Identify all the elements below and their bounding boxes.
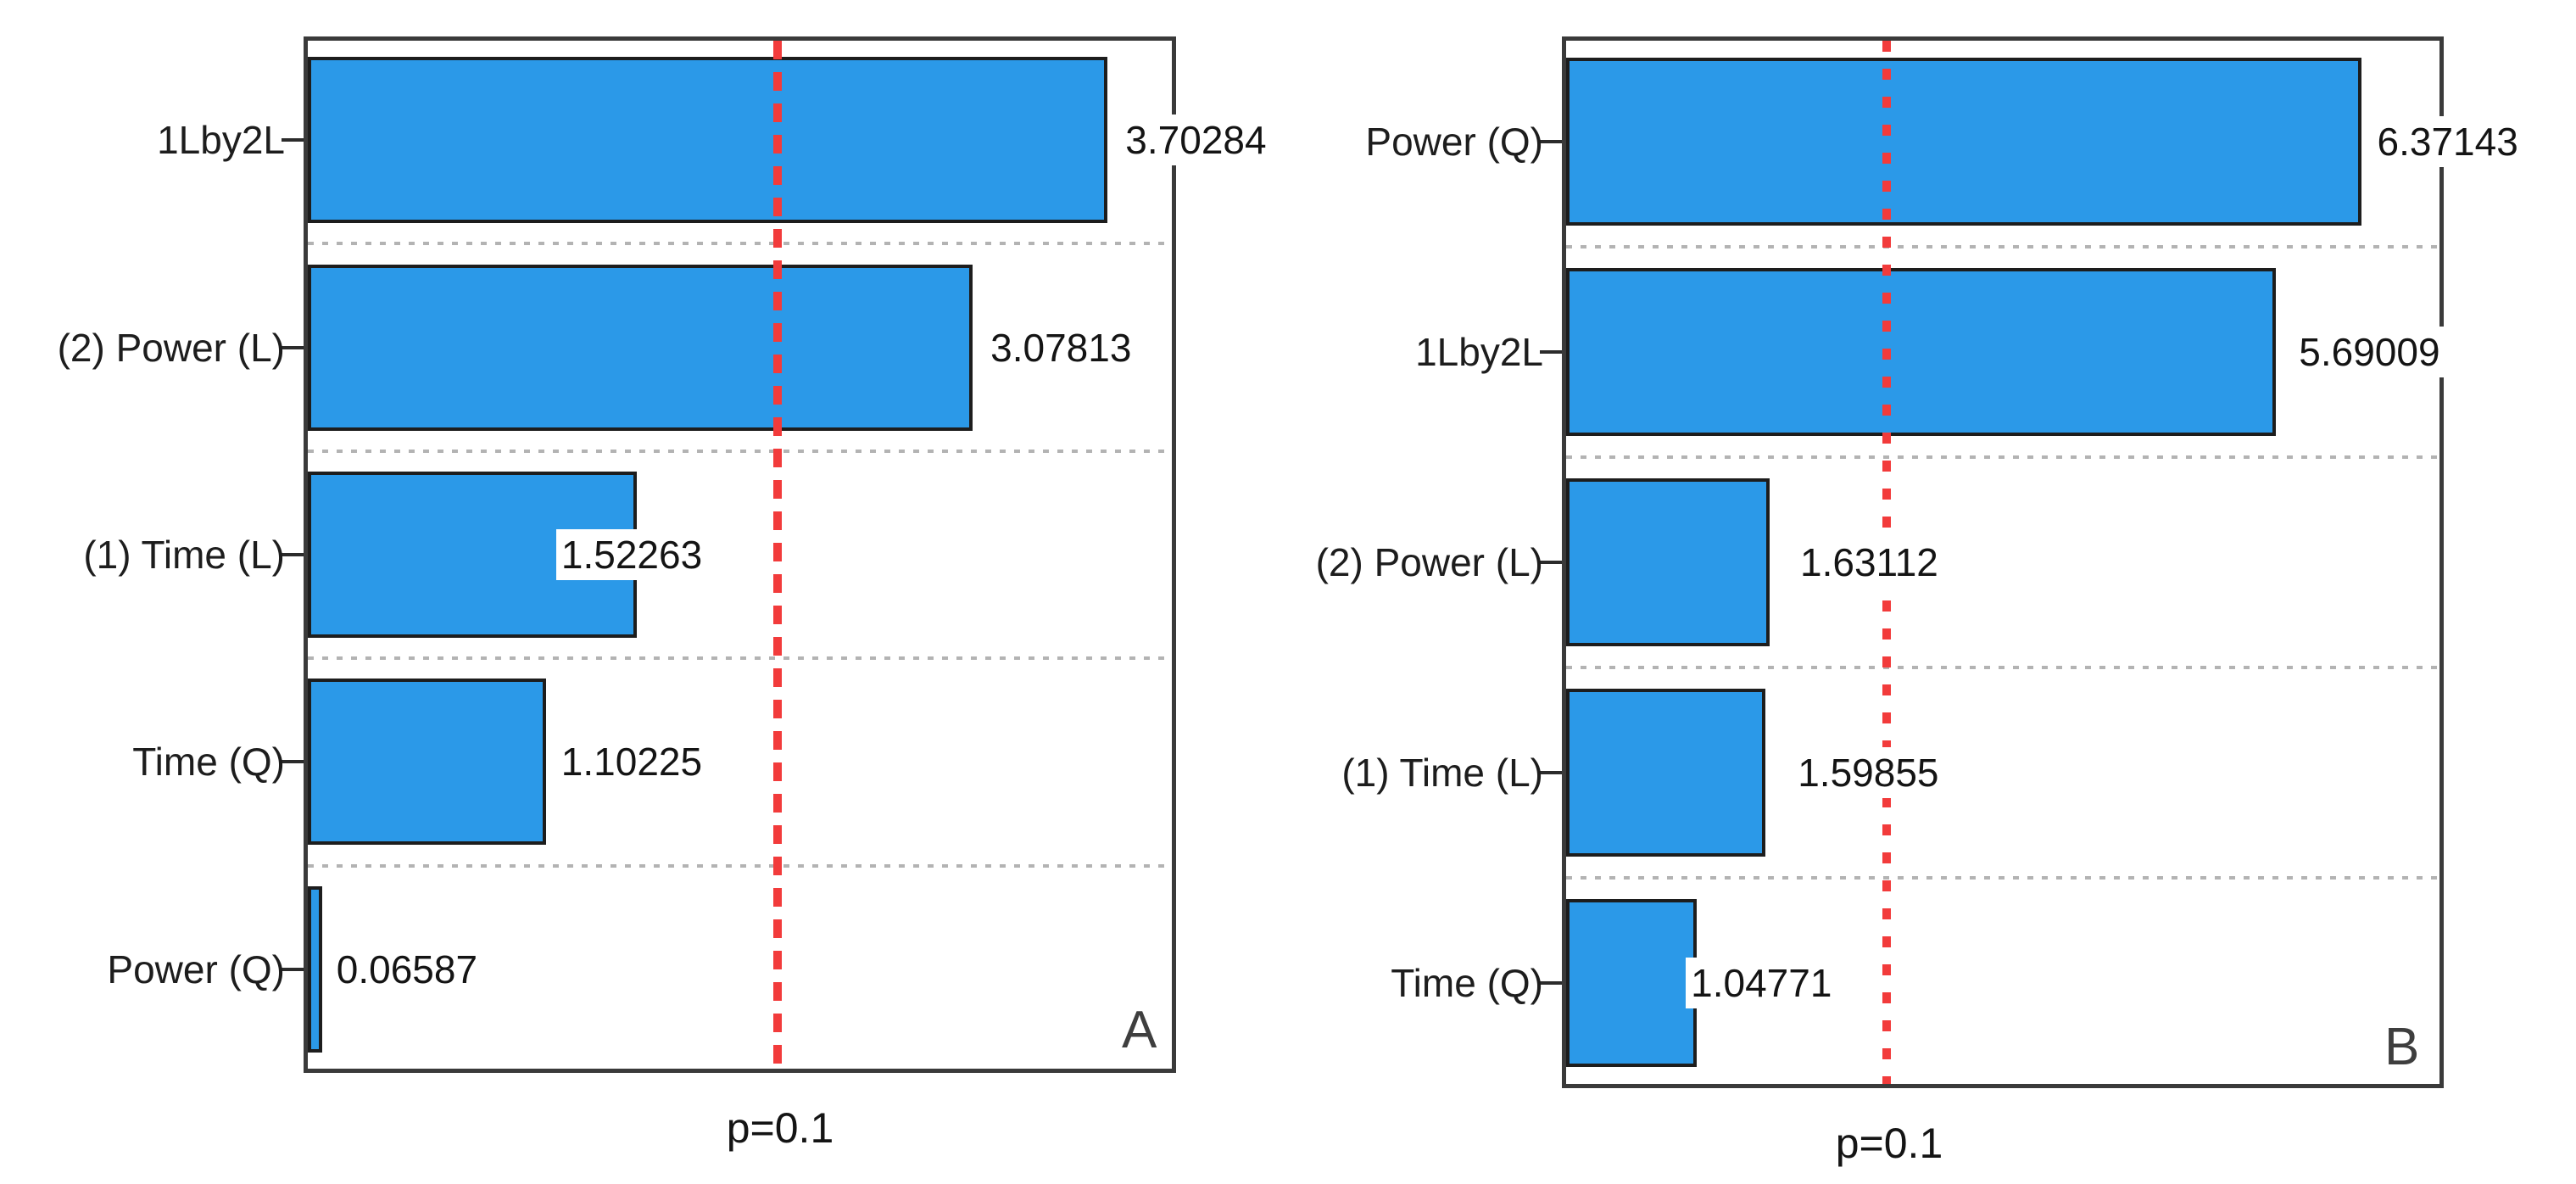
category-label: 1Lby2L [1415,330,1543,374]
panel-letter: B [2384,1018,2420,1076]
axis-tick [282,967,304,971]
grid-line [1566,666,2439,669]
category-label: (2) Power (L) [57,325,285,370]
axis-tick [1540,561,1562,564]
grid-line [308,863,1172,868]
bar-value-label: 5.69009 [2294,327,2445,377]
category-label: Time (Q) [1391,961,1543,1005]
category-label: (1) Time (L) [83,533,285,577]
axis-tick [1540,140,1562,143]
category-label: 1Lby2L [157,118,285,163]
p-value-label: p=0.1 [1835,1120,1943,1167]
bar-value-label: 1.52263 [555,529,708,580]
axis-tick [282,553,304,556]
bar [308,679,546,846]
bar-value-label: 1.10225 [555,736,708,788]
category-label: (1) Time (L) [1341,751,1543,795]
bar [308,57,1108,224]
bar [1566,268,2277,436]
bar-value-label: 1.59855 [1793,747,1944,798]
chart-frame [304,36,1176,1073]
bar [308,885,322,1053]
bar-value-label: 3.70284 [1120,114,1272,166]
bar-value-label: 0.06587 [331,943,483,995]
category-label: Time (Q) [132,740,285,785]
category-label: Power (Q) [1365,120,1543,164]
significance-line [773,41,782,1069]
category-label: Power (Q) [107,947,285,991]
grid-line [308,449,1172,453]
bar [308,264,973,431]
grid-line [308,242,1172,246]
grid-line [1566,876,2439,880]
grid-line [1566,455,2439,459]
category-label: (2) Power (L) [1315,540,1543,584]
axis-tick [1540,981,1562,985]
axis-tick [1540,771,1562,774]
axis-tick [282,345,304,349]
axis-tick [282,760,304,764]
bar [1566,899,1698,1067]
panel-letter: A [1122,1001,1157,1059]
p-value-label: p=0.1 [726,1104,834,1152]
bar [1566,478,1770,646]
bar [1566,58,2361,226]
axis-tick [1540,350,1562,354]
axis-tick [282,138,304,142]
bar-value-label: 1.63112 [1795,537,1943,588]
grid-line [308,656,1172,661]
bar-value-label: 3.07813 [985,321,1137,373]
grid-line [1566,245,2439,249]
bar [1566,689,1766,857]
bar-value-label: 6.37143 [2372,116,2523,167]
bar-value-label: 1.04771 [1686,958,1837,1008]
chart-frame [1562,36,2444,1088]
